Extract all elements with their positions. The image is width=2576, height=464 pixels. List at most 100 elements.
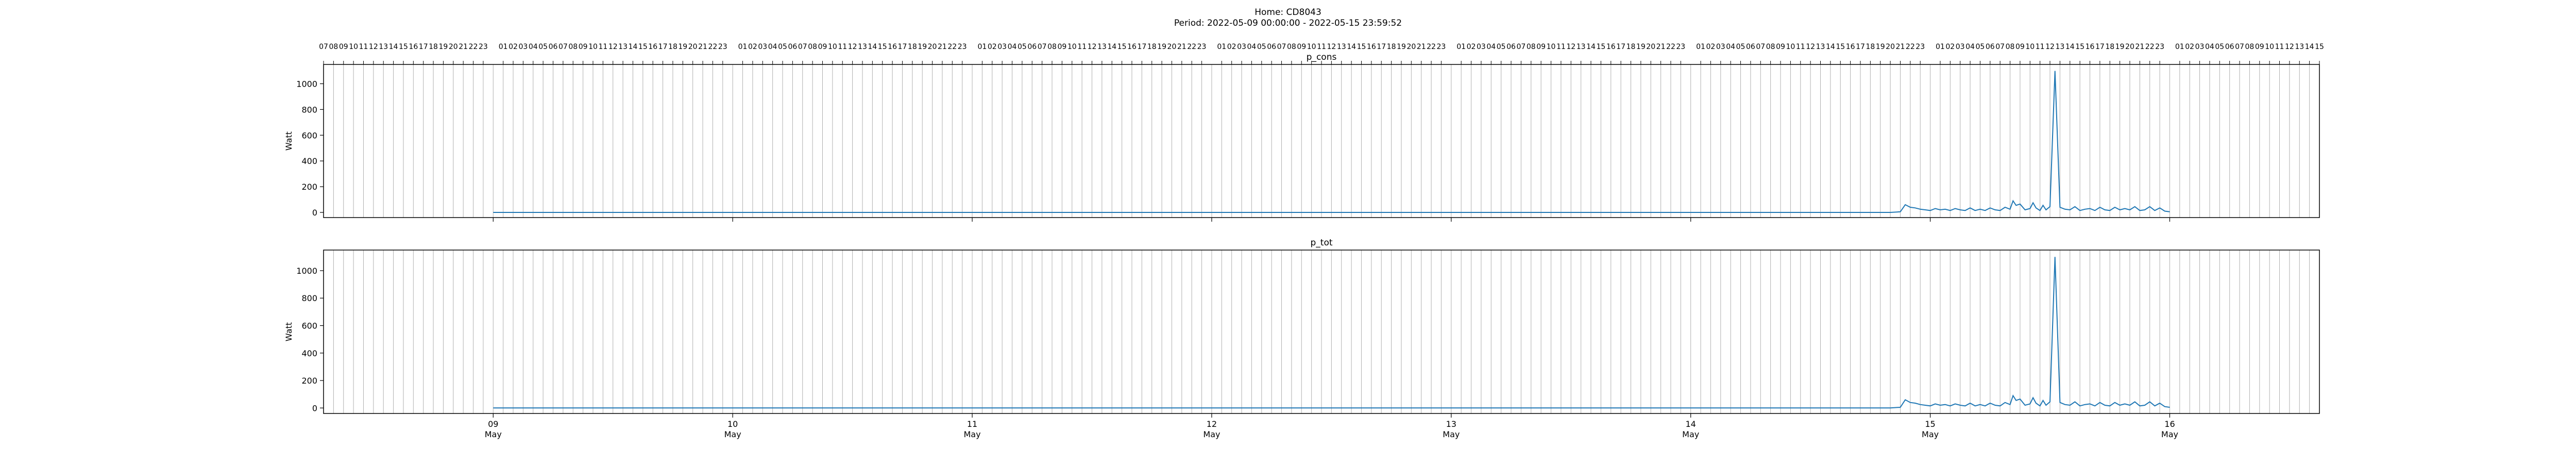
hour-tick-label: 03 bbox=[2195, 43, 2205, 51]
hour-tick-label: 16 bbox=[1606, 43, 1616, 51]
hour-tick-label: 05 bbox=[538, 43, 548, 51]
hour-tick-label: 07 bbox=[1995, 43, 2005, 51]
hour-tick-label: 15 bbox=[878, 43, 887, 51]
hour-tick-label: 10 bbox=[1067, 43, 1077, 51]
hour-tick-label: 23 bbox=[718, 43, 727, 51]
hour-tick-label: 19 bbox=[439, 43, 448, 51]
hour-tick-label: 11 bbox=[2275, 43, 2284, 51]
hour-tick-label: 09 bbox=[1297, 43, 1306, 51]
hour-tick-label: 16 bbox=[888, 43, 897, 51]
hour-tick-label: 12 bbox=[1806, 43, 1815, 51]
y-tick-label: 800 bbox=[301, 293, 317, 303]
hour-tick-label: 05 bbox=[1736, 43, 1745, 51]
day-tick-label-month: May bbox=[485, 429, 502, 439]
hour-tick-label: 17 bbox=[1616, 43, 1625, 51]
hour-tick-label: 03 bbox=[1237, 43, 1246, 51]
hour-tick-label: 21 bbox=[1896, 43, 1905, 51]
hour-tick-label: 01 bbox=[1696, 43, 1705, 51]
hour-tick-label: 22 bbox=[947, 43, 957, 51]
hour-tick-label: 20 bbox=[928, 43, 937, 51]
hour-tick-label: 13 bbox=[379, 43, 388, 51]
series-line-p_cons bbox=[493, 71, 2170, 213]
hour-tick-label: 06 bbox=[1746, 43, 1755, 51]
hour-tick-label: 15 bbox=[1596, 43, 1605, 51]
hour-tick-label: 18 bbox=[908, 43, 917, 51]
hour-tick-label: 03 bbox=[1716, 43, 1725, 51]
hour-tick-label: 23 bbox=[1916, 43, 1925, 51]
hour-tick-label: 07 bbox=[1516, 43, 1526, 51]
panel-title: p_tot bbox=[1310, 238, 1332, 248]
day-tick-label-month: May bbox=[1203, 429, 1220, 439]
hour-tick-label: 09 bbox=[339, 43, 348, 51]
hour-tick-label: 11 bbox=[1796, 43, 1805, 51]
hour-tick-label: 03 bbox=[1956, 43, 1965, 51]
y-tick-label: 800 bbox=[301, 105, 317, 114]
hour-tick-label: 09 bbox=[579, 43, 588, 51]
hour-tick-label: 05 bbox=[1976, 43, 1985, 51]
hour-tick-label: 14 bbox=[1107, 43, 1116, 51]
hour-tick-label: 14 bbox=[629, 43, 638, 51]
hour-tick-label: 08 bbox=[2245, 43, 2254, 51]
hour-tick-label: 22 bbox=[1906, 43, 1915, 51]
hour-tick-label: 06 bbox=[1027, 43, 1037, 51]
hour-tick-label: 14 bbox=[1347, 43, 1356, 51]
hour-tick-label: 17 bbox=[658, 43, 668, 51]
day-tick-label: 11 bbox=[967, 419, 977, 429]
hour-tick-label: 12 bbox=[2045, 43, 2055, 51]
hour-tick-label: 20 bbox=[1167, 43, 1177, 51]
hour-tick-label: 06 bbox=[1986, 43, 1995, 51]
hour-tick-label: 21 bbox=[2135, 43, 2144, 51]
day-tick-label: 16 bbox=[2164, 419, 2175, 429]
hour-tick-label: 06 bbox=[1506, 43, 1516, 51]
day-tick-label: 10 bbox=[727, 419, 738, 429]
hour-tick-label: 13 bbox=[858, 43, 867, 51]
hour-tick-label: 20 bbox=[1646, 43, 1655, 51]
day-tick-label-month: May bbox=[1443, 429, 1460, 439]
hour-tick-label: 09 bbox=[1536, 43, 1546, 51]
hour-tick-label: 09 bbox=[2255, 43, 2264, 51]
hour-tick-label: 02 bbox=[988, 43, 997, 51]
day-tick-label-month: May bbox=[964, 429, 981, 439]
hour-tick-label: 19 bbox=[1397, 43, 1406, 51]
hour-tick-label: 10 bbox=[1786, 43, 1795, 51]
y-tick-label: 200 bbox=[301, 376, 317, 386]
hour-tick-label: 21 bbox=[938, 43, 947, 51]
hour-tick-label: 07 bbox=[1038, 43, 1047, 51]
hour-tick-label: 18 bbox=[1866, 43, 1875, 51]
hour-tick-label: 08 bbox=[568, 43, 578, 51]
hour-tick-label: 19 bbox=[1636, 43, 1646, 51]
hour-tick-label: 02 bbox=[1467, 43, 1476, 51]
hour-tick-label: 12 bbox=[1327, 43, 1336, 51]
hour-tick-label: 05 bbox=[1018, 43, 1027, 51]
hour-tick-label: 17 bbox=[898, 43, 907, 51]
hour-tick-label: 17 bbox=[419, 43, 428, 51]
hour-tick-label: 16 bbox=[409, 43, 418, 51]
hour-tick-label: 15 bbox=[1357, 43, 1366, 51]
hour-tick-label: 11 bbox=[2036, 43, 2045, 51]
hour-tick-label: 10 bbox=[588, 43, 598, 51]
hour-tick-label: 23 bbox=[1197, 43, 1207, 51]
hour-tick-label: 11 bbox=[1556, 43, 1566, 51]
hour-tick-label: 01 bbox=[1456, 43, 1466, 51]
hour-tick-label: 17 bbox=[1856, 43, 1865, 51]
hour-tick-label: 01 bbox=[978, 43, 987, 51]
hour-tick-label: 11 bbox=[1077, 43, 1087, 51]
hour-tick-label: 06 bbox=[1267, 43, 1276, 51]
hour-tick-label: 04 bbox=[1726, 43, 1735, 51]
hour-tick-label: 04 bbox=[529, 43, 538, 51]
day-tick-label-month: May bbox=[1682, 429, 1699, 439]
hour-tick-label: 11 bbox=[598, 43, 607, 51]
hour-tick-label: 12 bbox=[369, 43, 378, 51]
hour-tick-label: 05 bbox=[1257, 43, 1266, 51]
hour-tick-label: 14 bbox=[389, 43, 398, 51]
hour-tick-label: 18 bbox=[2105, 43, 2114, 51]
hour-tick-label: 11 bbox=[359, 43, 368, 51]
hour-tick-label: 13 bbox=[2055, 43, 2064, 51]
hour-tick-label: 16 bbox=[2086, 43, 2095, 51]
hour-tick-label: 16 bbox=[1127, 43, 1137, 51]
hour-tick-label: 13 bbox=[1577, 43, 1586, 51]
hour-tick-label: 03 bbox=[518, 43, 528, 51]
hour-tick-label: 12 bbox=[608, 43, 618, 51]
